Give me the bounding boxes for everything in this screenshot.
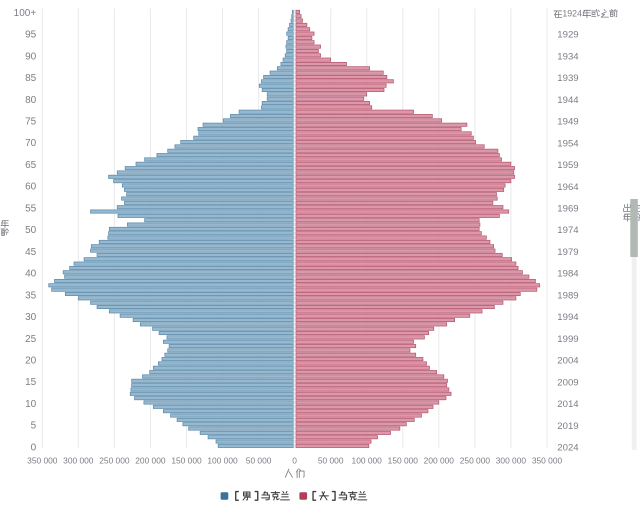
svg-text:70: 70 [25, 138, 37, 149]
svg-text:1949: 1949 [557, 117, 578, 128]
svg-text:300 000: 300 000 [63, 456, 94, 466]
svg-text:150 000: 150 000 [171, 456, 202, 466]
svg-text:75: 75 [25, 117, 37, 128]
svg-text:1934: 1934 [557, 52, 579, 63]
svg-text:1979: 1979 [557, 247, 578, 258]
svg-text:55: 55 [25, 203, 37, 214]
svg-text:20: 20 [25, 356, 37, 367]
svg-text:2019: 2019 [557, 421, 578, 432]
svg-text:1994: 1994 [557, 312, 579, 323]
svg-text:80: 80 [25, 95, 37, 106]
svg-text:1984: 1984 [557, 269, 579, 280]
svg-text:1939: 1939 [557, 73, 578, 84]
svg-text:250 000: 250 000 [99, 456, 130, 466]
svg-text:35: 35 [25, 290, 37, 301]
svg-text:25: 25 [25, 334, 37, 345]
svg-text:1969: 1969 [557, 204, 578, 215]
svg-text:200 000: 200 000 [135, 456, 166, 466]
svg-text:65: 65 [25, 160, 37, 171]
svg-text:15: 15 [25, 377, 37, 388]
svg-text:1954: 1954 [557, 138, 579, 149]
svg-text:90: 90 [25, 51, 37, 62]
svg-text:350 000: 350 000 [532, 456, 563, 466]
svg-text:10: 10 [25, 399, 37, 410]
svg-text:85: 85 [25, 73, 37, 84]
svg-text:100+: 100+ [14, 8, 37, 19]
svg-text:2014: 2014 [557, 399, 579, 410]
svg-text:300 000: 300 000 [496, 456, 527, 466]
svg-text:50 000: 50 000 [246, 456, 272, 466]
svg-text:1964: 1964 [557, 182, 579, 193]
svg-text:0: 0 [31, 442, 37, 453]
svg-text:50 000: 50 000 [318, 456, 344, 466]
svg-text:1944: 1944 [557, 95, 579, 106]
svg-text:1929: 1929 [557, 30, 578, 41]
svg-text:350 000: 350 000 [27, 456, 58, 466]
svg-text:1989: 1989 [557, 290, 578, 301]
svg-text:1999: 1999 [557, 334, 578, 345]
svg-text:5: 5 [31, 421, 37, 432]
svg-text:2009: 2009 [557, 377, 578, 388]
svg-text:30: 30 [25, 312, 37, 323]
svg-text:1974: 1974 [557, 225, 579, 236]
svg-text:60: 60 [25, 182, 37, 193]
svg-text:95: 95 [25, 30, 37, 41]
svg-text:1959: 1959 [557, 160, 578, 171]
svg-text:50: 50 [25, 225, 37, 236]
svg-text:45: 45 [25, 247, 37, 258]
svg-text:2004: 2004 [557, 356, 579, 367]
svg-text:2024: 2024 [557, 443, 579, 454]
svg-text:1924: 1924 [562, 9, 582, 19]
svg-text:100 000: 100 000 [207, 456, 238, 466]
svg-text:150 000: 150 000 [388, 456, 419, 466]
svg-text:0: 0 [292, 456, 297, 466]
svg-text:250 000: 250 000 [460, 456, 491, 466]
svg-text:200 000: 200 000 [424, 456, 455, 466]
svg-text:100 000: 100 000 [352, 456, 383, 466]
svg-text:40: 40 [25, 269, 37, 280]
